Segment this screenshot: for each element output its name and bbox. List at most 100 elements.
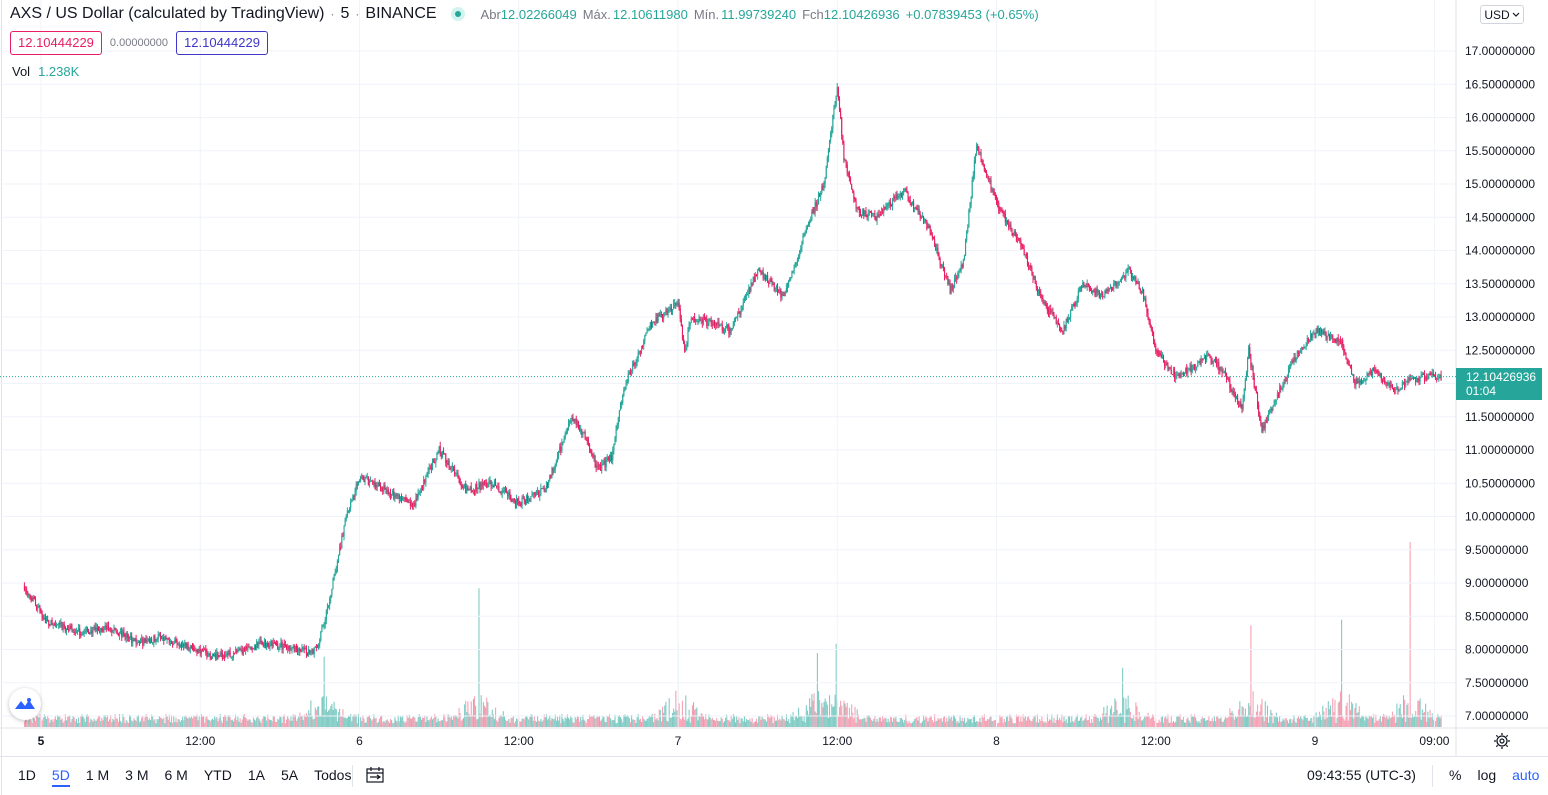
candle-body	[1419, 377, 1421, 382]
auto-toggle[interactable]: auto	[1512, 767, 1540, 783]
candle-body	[845, 160, 847, 165]
volume-bar	[998, 722, 1000, 727]
candle-body	[940, 264, 942, 266]
candle-body	[896, 194, 898, 198]
volume-bar	[149, 720, 152, 727]
exchange-label[interactable]: BINANCE	[365, 5, 437, 22]
volume-bar	[1133, 714, 1135, 727]
range-tab-ytd[interactable]: YTD	[203, 767, 232, 783]
volume-bar	[167, 719, 169, 727]
range-tab-1d[interactable]: 1D	[18, 767, 36, 783]
candle-body	[1377, 373, 1379, 375]
volume-bar	[771, 716, 773, 727]
candle-body	[534, 494, 536, 496]
volume-label[interactable]: Vol	[12, 64, 31, 79]
gear-icon[interactable]	[1492, 731, 1512, 751]
candle-body	[624, 387, 626, 390]
candle-body	[140, 641, 142, 643]
volume-bar	[716, 717, 718, 727]
candle-body	[904, 189, 906, 191]
candle-body	[130, 635, 132, 637]
volume-bar	[331, 703, 333, 727]
volume-bar	[1064, 721, 1066, 727]
candle-body	[1439, 375, 1441, 377]
candlestick-chart[interactable]: 17.0000000016.5000000016.0000000015.5000…	[0, 0, 1548, 756]
candle-body	[262, 643, 264, 647]
range-tab-todos[interactable]: Todos	[314, 767, 352, 783]
volume-bar	[1051, 714, 1053, 727]
candle-body	[1423, 374, 1426, 380]
candle-body	[357, 481, 359, 485]
candle-body	[165, 636, 167, 640]
volume-bar	[667, 721, 669, 727]
volume-bar	[294, 714, 296, 727]
candle-body	[979, 152, 981, 154]
range-tab-3m[interactable]: 3 M	[125, 767, 149, 783]
range-tab-6m[interactable]: 6 M	[164, 767, 188, 783]
candle-body	[70, 626, 72, 628]
volume-bar	[322, 696, 324, 727]
candle-body	[900, 192, 902, 197]
candle-body	[1176, 374, 1178, 376]
candle-body	[335, 569, 337, 573]
time-tick-label: 9	[1312, 734, 1319, 748]
volume-bar	[293, 714, 295, 727]
log-toggle[interactable]: log	[1477, 767, 1497, 783]
candle-body	[658, 314, 660, 316]
volume-bar	[989, 717, 991, 727]
candle-body	[664, 312, 666, 314]
range-tab-1m[interactable]: 1 M	[85, 767, 110, 783]
volume-bar	[1049, 719, 1051, 727]
volume-bar	[784, 720, 786, 727]
clock-timezone[interactable]: 09:43:55 (UTC-3)	[1307, 767, 1416, 783]
candle-body	[1119, 280, 1121, 282]
volume-bar	[304, 716, 306, 727]
volume-bar	[402, 715, 404, 727]
candle-body	[545, 485, 547, 490]
candle-body	[469, 486, 471, 490]
candle-body	[1230, 388, 1232, 392]
sell-button[interactable]: 12.10444229	[10, 31, 102, 55]
candle-body	[270, 641, 272, 645]
range-tab-1a[interactable]: 1A	[247, 767, 265, 783]
candle-body	[550, 474, 552, 478]
tradingview-logo-icon[interactable]	[9, 688, 41, 720]
candle-body	[1301, 347, 1303, 351]
volume-bar	[824, 698, 826, 727]
volume-bar	[1354, 708, 1356, 727]
candle-body	[1115, 281, 1117, 286]
candle-body	[692, 317, 695, 320]
buy-button[interactable]: 12.10444229	[176, 31, 268, 55]
candle-body	[286, 646, 288, 650]
volume-bar	[262, 716, 264, 727]
candle-body	[529, 499, 531, 501]
symbol-name[interactable]: AXS / US Dollar (calculated by TradingVi…	[10, 5, 325, 22]
volume-bar	[707, 719, 709, 727]
market-status-icon[interactable]	[450, 7, 465, 21]
interval-label[interactable]: 5	[340, 5, 350, 22]
volume-bar	[1073, 722, 1075, 727]
volume-bar	[722, 722, 724, 727]
candle-body	[1031, 268, 1033, 273]
volume-bar	[50, 719, 52, 727]
range-tab-5a[interactable]: 5A	[280, 767, 299, 783]
candle-body	[699, 318, 701, 321]
candle-body	[1428, 373, 1430, 376]
volume-bar	[1034, 715, 1036, 727]
candle-body	[936, 247, 938, 251]
calendar-range-icon[interactable]	[366, 767, 386, 785]
volume-bar	[660, 721, 663, 727]
currency-select[interactable]: USD	[1480, 5, 1524, 24]
volume-bar	[1135, 702, 1137, 727]
candle-body	[396, 493, 398, 496]
volume-bar	[924, 719, 926, 727]
range-tab-5d[interactable]: 5D	[44, 767, 78, 787]
volume-bar	[313, 718, 315, 727]
candle-body	[726, 325, 728, 329]
candle-body	[255, 647, 257, 649]
candle-body	[336, 560, 338, 570]
volume-bar	[53, 718, 55, 727]
percent-toggle[interactable]: %	[1449, 767, 1462, 783]
volume-bar	[94, 720, 96, 727]
candle-body	[368, 481, 371, 485]
